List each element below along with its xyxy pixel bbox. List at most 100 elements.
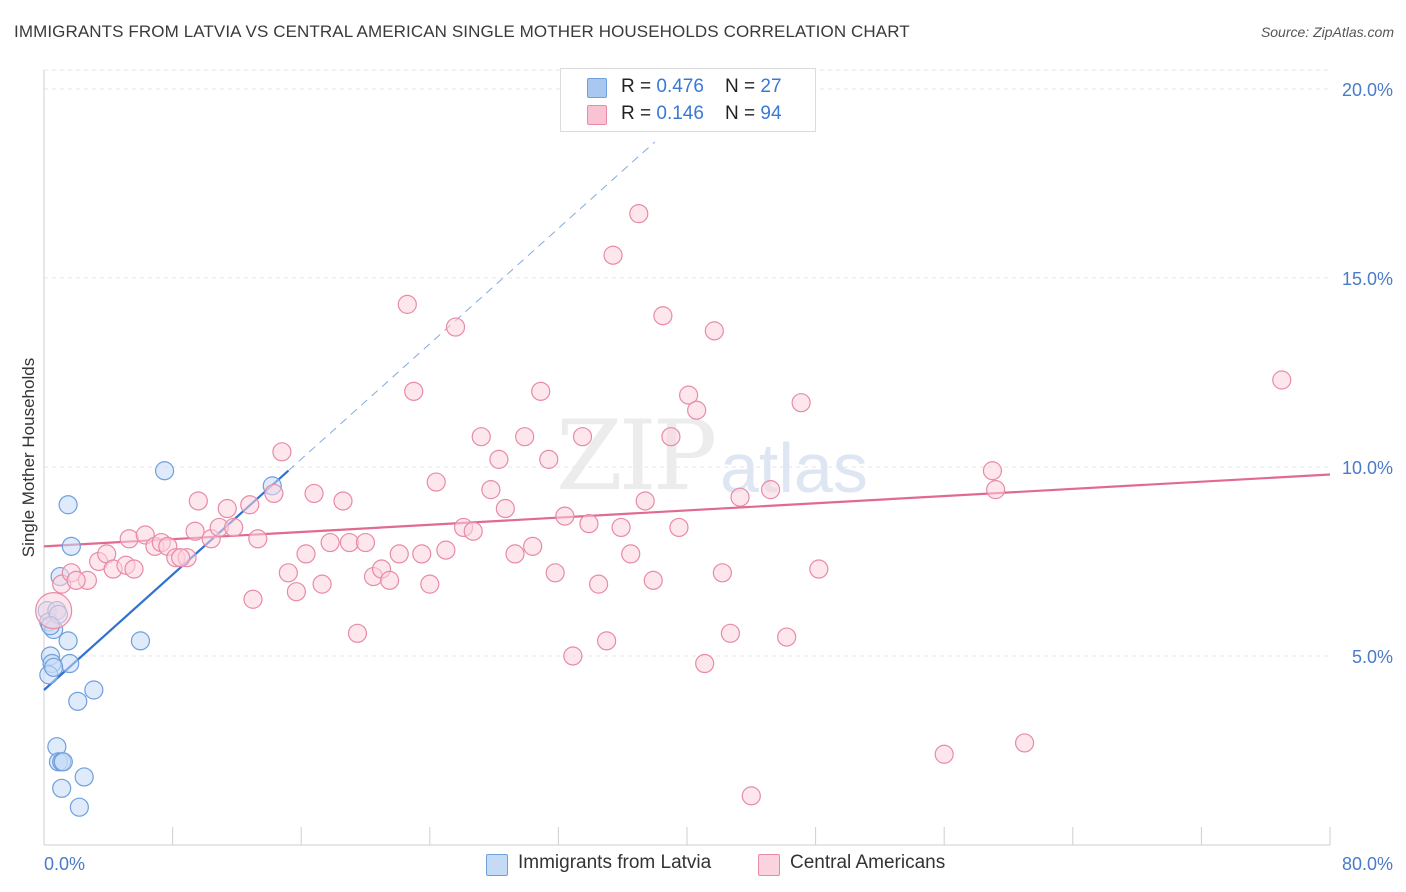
legend-n-label: N = [725, 103, 761, 124]
data-point [119, 529, 139, 549]
data-point [505, 544, 525, 564]
data-point [35, 592, 73, 630]
data-point [687, 400, 707, 420]
data-point [58, 495, 78, 515]
data-point [489, 449, 509, 469]
data-point [777, 627, 797, 647]
data-point [531, 381, 551, 401]
data-point [934, 744, 954, 764]
legend-r-label: R = [621, 103, 657, 124]
data-point [760, 480, 781, 500]
data-point [545, 563, 565, 583]
data-point [389, 544, 409, 564]
data-point [653, 306, 673, 326]
data-point [471, 427, 491, 447]
data-point [224, 517, 244, 538]
data-point [60, 653, 80, 674]
data-point [679, 385, 699, 405]
data-point [339, 532, 360, 553]
data-point [130, 631, 151, 651]
data-point [124, 559, 144, 579]
data-point [66, 570, 86, 590]
data-point [809, 559, 829, 579]
data-point [495, 498, 515, 519]
data-point [264, 483, 284, 504]
legend-n-value: 94 [760, 103, 782, 124]
series-central-americans [35, 204, 1292, 806]
y-tick-label: 10.0% [1342, 458, 1393, 478]
data-point [712, 563, 732, 583]
data-point [481, 480, 501, 500]
legend-swatch-latvia [587, 78, 607, 98]
data-point [463, 521, 483, 541]
data-point [515, 427, 535, 447]
legend-n-value: 27 [760, 76, 782, 97]
data-point [397, 294, 417, 314]
legend-label-central-americans: Central Americans [790, 852, 946, 873]
data-point [445, 317, 466, 337]
data-point [248, 529, 268, 549]
legend-swatch-latvia [486, 854, 508, 876]
data-point [643, 570, 663, 590]
data-point [44, 657, 64, 677]
data-point [720, 623, 741, 643]
data-point [426, 472, 446, 492]
data-point [741, 786, 761, 806]
trend-line-latvia-extension [288, 141, 656, 472]
data-point [278, 563, 298, 583]
legend-r-value: 0.476 [656, 76, 704, 97]
data-point [296, 544, 316, 564]
data-point [188, 491, 208, 511]
data-point [704, 321, 724, 341]
data-point [629, 204, 649, 224]
source-credit: Source: ZipAtlas.com [1260, 24, 1394, 40]
data-point [69, 797, 89, 817]
data-point [635, 491, 655, 511]
watermark-zip: ZIP [556, 400, 717, 512]
legend-swatch-central-americans [758, 854, 780, 876]
data-point [597, 631, 617, 651]
data-point [154, 461, 175, 481]
legend-swatch-central-americans [587, 105, 607, 125]
data-point [1272, 370, 1292, 390]
data-point [572, 427, 593, 447]
data-point [555, 506, 575, 526]
data-point [68, 691, 88, 711]
x-tick-label: 0.0% [44, 854, 85, 874]
data-point [217, 498, 237, 519]
data-point [986, 480, 1006, 500]
y-tick-label: 20.0% [1342, 80, 1393, 100]
data-point [243, 589, 263, 609]
data-point [380, 570, 400, 590]
data-point [240, 495, 260, 515]
data-point [52, 778, 72, 798]
axis-labels: 5.0% 10.0% 15.0% 20.0% 0.0% 80.0% Single Mothe… [19, 80, 1393, 874]
data-point [286, 582, 306, 602]
data-point [695, 653, 715, 674]
y-tick-label: 5.0% [1352, 647, 1393, 667]
trend-lines [43, 141, 1331, 691]
data-point [523, 536, 543, 556]
axes [43, 70, 1331, 846]
data-point [171, 548, 191, 568]
data-point [347, 623, 368, 643]
y-tick-label: 15.0% [1342, 269, 1393, 289]
data-point [563, 646, 583, 666]
data-point [84, 680, 104, 700]
x-tick-label: 80.0% [1342, 854, 1393, 874]
data-point [185, 521, 205, 541]
data-point [420, 574, 440, 594]
y-axis-label: Single Mother Households [19, 358, 38, 557]
data-point [355, 532, 376, 553]
data-point [579, 514, 599, 534]
data-point [603, 245, 623, 265]
data-points [35, 204, 1292, 817]
legend-r-label: R = [621, 76, 657, 97]
data-point [412, 544, 432, 564]
legend-label-latvia: Immigrants from Latvia [518, 852, 712, 873]
data-point [58, 631, 78, 651]
data-point [61, 536, 81, 556]
data-point [730, 487, 750, 507]
chart-title: IMMIGRANTS FROM LATVIA VS CENTRAL AMERIC… [14, 22, 910, 41]
